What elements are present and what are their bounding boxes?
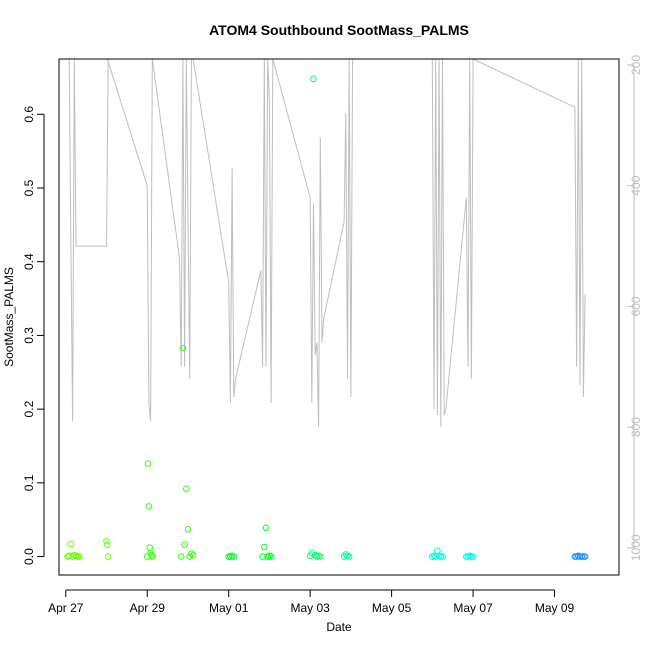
points-layer	[64, 75, 589, 560]
data-point	[310, 75, 317, 83]
x-tick-label: May 05	[372, 601, 412, 615]
secondary-tick-label: 1000	[629, 534, 643, 561]
data-point	[76, 553, 83, 560]
data-point	[259, 553, 266, 560]
secondary-tick-label: 400	[629, 175, 643, 195]
data-point	[261, 543, 268, 551]
data-point	[267, 553, 275, 560]
data-point	[181, 541, 188, 549]
data-point	[230, 553, 238, 560]
data-point	[308, 549, 316, 557]
data-point	[432, 553, 440, 560]
data-point	[581, 553, 589, 560]
data-point	[104, 553, 112, 560]
y-axis-label: SootMass_PALMS	[2, 267, 16, 367]
x-tick-label: Apr 27	[48, 601, 84, 615]
data-point	[104, 541, 111, 549]
y-tick-label: 0.0	[22, 548, 36, 565]
secondary-trace-layer	[68, 58, 586, 428]
x-axis-label: Date	[326, 620, 352, 634]
plot-frame	[58, 58, 620, 576]
data-point	[317, 553, 324, 560]
chart-title: ATOM4 Southbound SootMass_PALMS	[209, 22, 469, 38]
y-tick-label: 0.3	[22, 327, 36, 344]
data-point	[184, 526, 192, 533]
y-tick-label: 0.4	[22, 253, 36, 270]
data-point	[67, 540, 75, 548]
y-tick-label: 0.5	[22, 179, 36, 196]
data-point	[179, 344, 187, 352]
data-point	[439, 553, 446, 560]
data-point	[149, 553, 156, 560]
data-point	[262, 524, 270, 532]
x-tick-label: May 09	[535, 601, 575, 615]
data-point	[145, 503, 153, 510]
y-tick-label: 0.2	[22, 400, 36, 417]
secondary-tick-label: 200	[629, 55, 643, 75]
data-point	[189, 551, 197, 559]
x-tick-label: May 01	[209, 601, 249, 615]
y-tick-label: 0.6	[22, 106, 36, 123]
data-point	[345, 553, 353, 560]
secondary-tick-label: 800	[629, 417, 643, 437]
data-point	[144, 460, 152, 468]
data-point	[183, 485, 190, 493]
data-point	[103, 537, 110, 545]
data-point	[188, 550, 195, 557]
secondary-trace-line	[68, 58, 586, 428]
y-tick-label: 0.1	[22, 474, 36, 491]
data-point	[342, 551, 350, 558]
x-tick-label: Apr 29	[130, 601, 166, 615]
data-point	[146, 544, 154, 552]
axes-layer: Apr 27 Apr 29 May 01 May 03 May 05 May 07 May …	[22, 55, 643, 615]
data-point	[177, 553, 185, 560]
secondary-tick-label: 600	[629, 296, 643, 316]
data-point	[469, 553, 477, 560]
x-tick-label: May 03	[290, 601, 330, 615]
x-tick-label: May 07	[453, 601, 493, 615]
